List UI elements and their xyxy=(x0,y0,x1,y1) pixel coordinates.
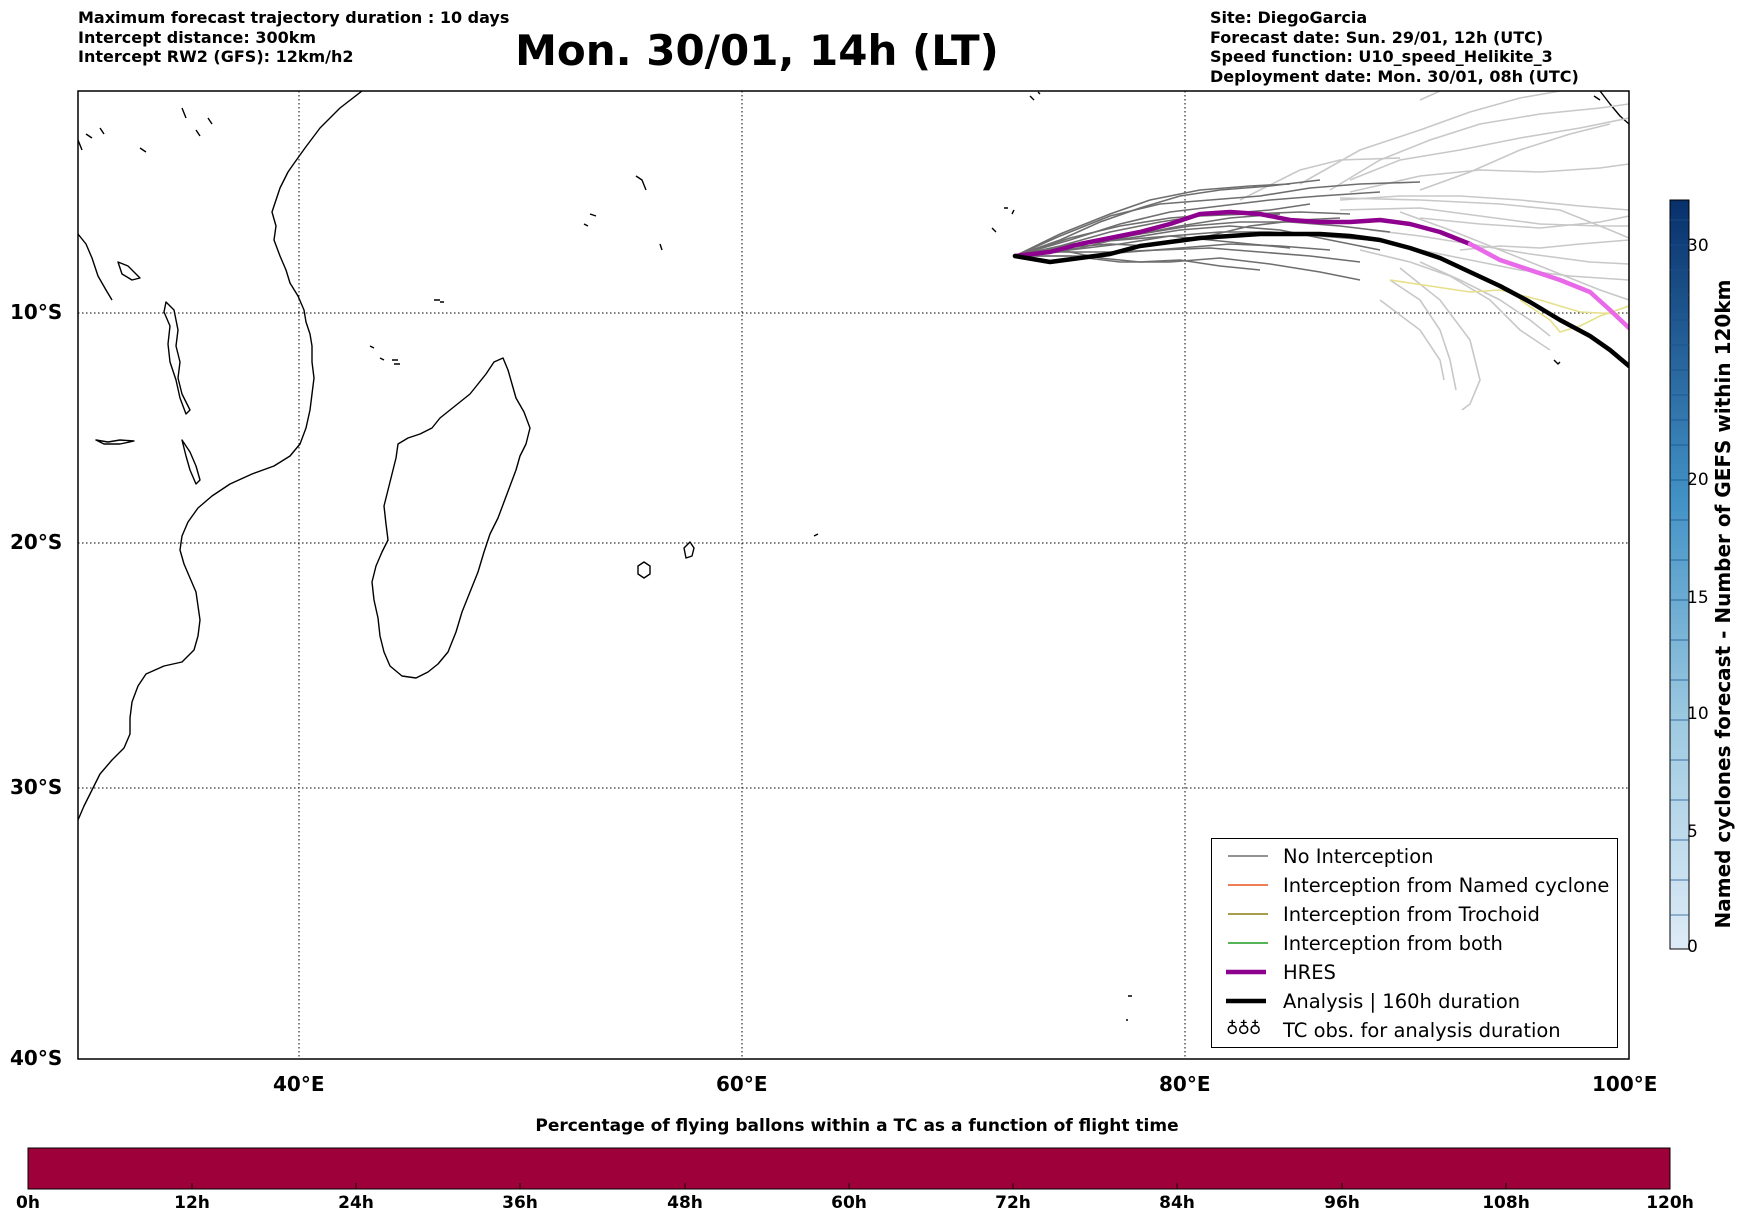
forecast-parameters: Maximum forecast trajectory duration : 1… xyxy=(78,8,509,67)
pct-tick-84h: 84h xyxy=(1159,1193,1195,1213)
lat-label-10s: 10°S xyxy=(10,300,63,324)
pct-tick-48h: 48h xyxy=(667,1193,703,1213)
colorbar-tick-30: 30 xyxy=(1687,236,1709,256)
purple-thick-line-icon xyxy=(1226,969,1266,975)
colorbar-segments xyxy=(1670,219,1689,916)
comoros-islands xyxy=(369,345,400,365)
horn-of-africa-coast xyxy=(78,233,113,301)
percentage-bar-minor-ticks xyxy=(191,1183,1507,1189)
colorbar-tick-20: 20 xyxy=(1687,470,1709,490)
map-frame xyxy=(77,90,1630,1060)
seychelles-islands xyxy=(583,175,663,251)
aldabra-islands xyxy=(434,299,444,303)
pct-tick-12h: 12h xyxy=(174,1193,210,1213)
pct-tick-0h: 0h xyxy=(16,1193,40,1213)
coast-detail-north xyxy=(78,107,213,153)
lake-small xyxy=(95,439,135,445)
black-thick-line-icon xyxy=(1226,998,1266,1004)
pct-tick-96h: 96h xyxy=(1324,1193,1360,1213)
lake-malawi xyxy=(181,439,201,485)
mauritius-island xyxy=(637,561,651,579)
rodrigues-island xyxy=(813,533,819,537)
site-info: Site: DiegoGarcia Forecast date: Sun. 29… xyxy=(1210,8,1579,86)
lat-label-30s: 30°S xyxy=(10,775,63,799)
colorbar-tick-0: 0 xyxy=(1687,937,1698,957)
speed-function-text: Speed function: U10_speed_Helikite_3 xyxy=(1210,47,1553,66)
yellow-trajectories xyxy=(1389,279,1629,333)
percentage-bar xyxy=(27,1147,1671,1190)
intercept-distance-text: Intercept distance: 300km xyxy=(78,27,317,47)
colorbar-tick-15: 15 xyxy=(1687,588,1709,608)
olive-line-icon xyxy=(1228,913,1268,915)
forecast-date-text: Forecast date: Sun. 29/01, 12h (UTC) xyxy=(1210,27,1544,47)
pct-tick-36h: 36h xyxy=(502,1193,538,1213)
lon-label-100e: 100°E xyxy=(1592,1072,1658,1096)
pct-tick-24h: 24h xyxy=(338,1193,374,1213)
hres-trajectory xyxy=(1012,209,1629,331)
madagascar-coastline xyxy=(371,357,531,679)
ensemble-trajectories-late xyxy=(1239,91,1629,411)
islands-east xyxy=(1553,95,1601,365)
analysis-trajectory xyxy=(1012,231,1629,369)
lake-tanganyika xyxy=(163,301,191,415)
percentage-bar-title: Percentage of flying ballons within a TC… xyxy=(535,1116,1179,1136)
pct-tick-72h: 72h xyxy=(995,1193,1031,1213)
sumatra-tip xyxy=(1599,91,1629,125)
pct-tick-108h: 108h xyxy=(1482,1193,1530,1213)
lon-label-40e: 40°E xyxy=(273,1072,325,1096)
gray-line-icon xyxy=(1228,855,1268,857)
pct-tick-120h: 120h xyxy=(1646,1193,1694,1213)
lat-label-40s: 40°S xyxy=(10,1046,63,1070)
max-duration-text: Maximum forecast trajectory duration : 1… xyxy=(78,8,510,27)
maldives-islands xyxy=(1029,91,1041,101)
map-legend: No Interception Interception from Named … xyxy=(1211,838,1618,1048)
amsterdam-island xyxy=(1126,995,1132,1021)
africa-coastline xyxy=(78,91,363,821)
colorbar-tick-10: 10 xyxy=(1687,704,1709,724)
lon-label-60e: 60°E xyxy=(716,1072,768,1096)
lat-label-20s: 20°S xyxy=(10,530,63,554)
reunion-island xyxy=(683,541,695,559)
site-text: Site: DiegoGarcia xyxy=(1210,8,1368,27)
colorbar-label: Named cyclones forecast - Number of GEFS… xyxy=(1711,279,1735,929)
chagos-islands xyxy=(991,207,1015,233)
lake-victoria xyxy=(117,261,141,281)
deployment-date-text: Deployment date: Mon. 30/01, 08h (UTC) xyxy=(1210,66,1579,86)
map-title: Mon. 30/01, 14h (LT) xyxy=(515,26,999,75)
green-line-icon xyxy=(1228,942,1268,944)
pct-tick-60h: 60h xyxy=(831,1193,867,1213)
ensemble-trajectories-early xyxy=(1014,179,1421,281)
colorbar-tick-5: 5 xyxy=(1687,822,1698,842)
cyclone-symbols-icon: ♁♁♁ xyxy=(1226,1019,1261,1039)
named-cyclones-colorbar xyxy=(1669,199,1690,950)
lon-label-80e: 80°E xyxy=(1159,1072,1211,1096)
orange-line-icon xyxy=(1228,884,1268,886)
graticule xyxy=(78,91,1629,1059)
intercept-rw2-text: Intercept RW2 (GFS): 12km/h2 xyxy=(78,47,354,66)
